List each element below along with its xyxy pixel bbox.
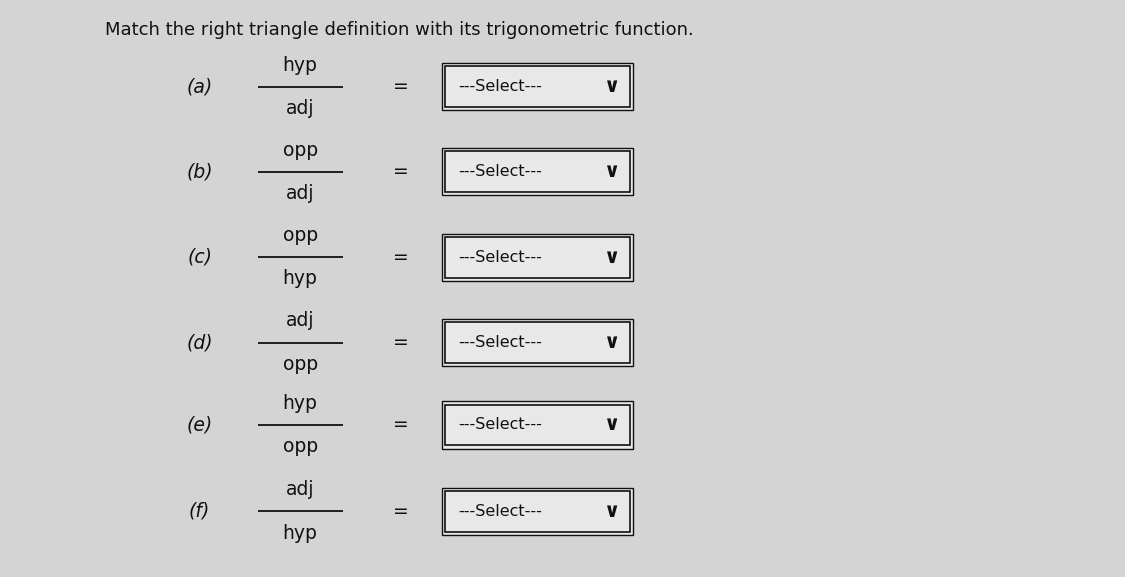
Text: hyp: hyp bbox=[282, 523, 317, 542]
Text: adj: adj bbox=[286, 312, 314, 331]
Text: (c): (c) bbox=[187, 248, 213, 267]
Text: adj: adj bbox=[286, 99, 314, 118]
Bar bbox=[446, 404, 630, 445]
Text: adj: adj bbox=[286, 480, 314, 499]
Text: ∨: ∨ bbox=[604, 248, 621, 267]
Text: Match the right triangle definition with its trigonometric function.: Match the right triangle definition with… bbox=[105, 21, 693, 39]
Bar bbox=[442, 319, 633, 366]
Text: ---Select---: ---Select--- bbox=[458, 418, 542, 433]
Text: =: = bbox=[393, 77, 408, 96]
Text: opp: opp bbox=[282, 226, 317, 245]
Text: hyp: hyp bbox=[282, 55, 317, 74]
Bar bbox=[442, 148, 633, 196]
Text: (b): (b) bbox=[187, 162, 213, 181]
Text: ∨: ∨ bbox=[604, 77, 621, 96]
Text: =: = bbox=[393, 333, 408, 352]
Bar bbox=[442, 63, 633, 110]
Text: opp: opp bbox=[282, 437, 317, 456]
Bar bbox=[446, 151, 630, 192]
Text: adj: adj bbox=[286, 184, 314, 203]
Text: =: = bbox=[393, 502, 408, 521]
Text: ---Select---: ---Select--- bbox=[458, 79, 542, 94]
Text: opp: opp bbox=[282, 141, 317, 160]
Text: hyp: hyp bbox=[282, 269, 317, 288]
Text: =: = bbox=[393, 248, 408, 267]
Text: hyp: hyp bbox=[282, 394, 317, 413]
Bar bbox=[446, 491, 630, 532]
Text: ---Select---: ---Select--- bbox=[458, 335, 542, 350]
Text: (a): (a) bbox=[187, 77, 213, 96]
Text: =: = bbox=[393, 162, 408, 181]
Bar bbox=[442, 402, 633, 448]
Text: ---Select---: ---Select--- bbox=[458, 250, 542, 265]
Text: (e): (e) bbox=[187, 415, 213, 434]
Bar bbox=[442, 234, 633, 281]
Bar bbox=[442, 488, 633, 535]
Text: opp: opp bbox=[282, 355, 317, 374]
Text: (f): (f) bbox=[189, 502, 210, 521]
Text: ---Select---: ---Select--- bbox=[458, 504, 542, 519]
Text: ∨: ∨ bbox=[604, 333, 621, 352]
Text: ---Select---: ---Select--- bbox=[458, 164, 542, 179]
Text: ∨: ∨ bbox=[604, 415, 621, 434]
Text: ∨: ∨ bbox=[604, 502, 621, 521]
Bar bbox=[446, 237, 630, 278]
Text: ∨: ∨ bbox=[604, 162, 621, 181]
Text: (d): (d) bbox=[187, 333, 213, 352]
Text: =: = bbox=[393, 415, 408, 434]
Bar bbox=[446, 322, 630, 363]
Bar bbox=[446, 66, 630, 107]
